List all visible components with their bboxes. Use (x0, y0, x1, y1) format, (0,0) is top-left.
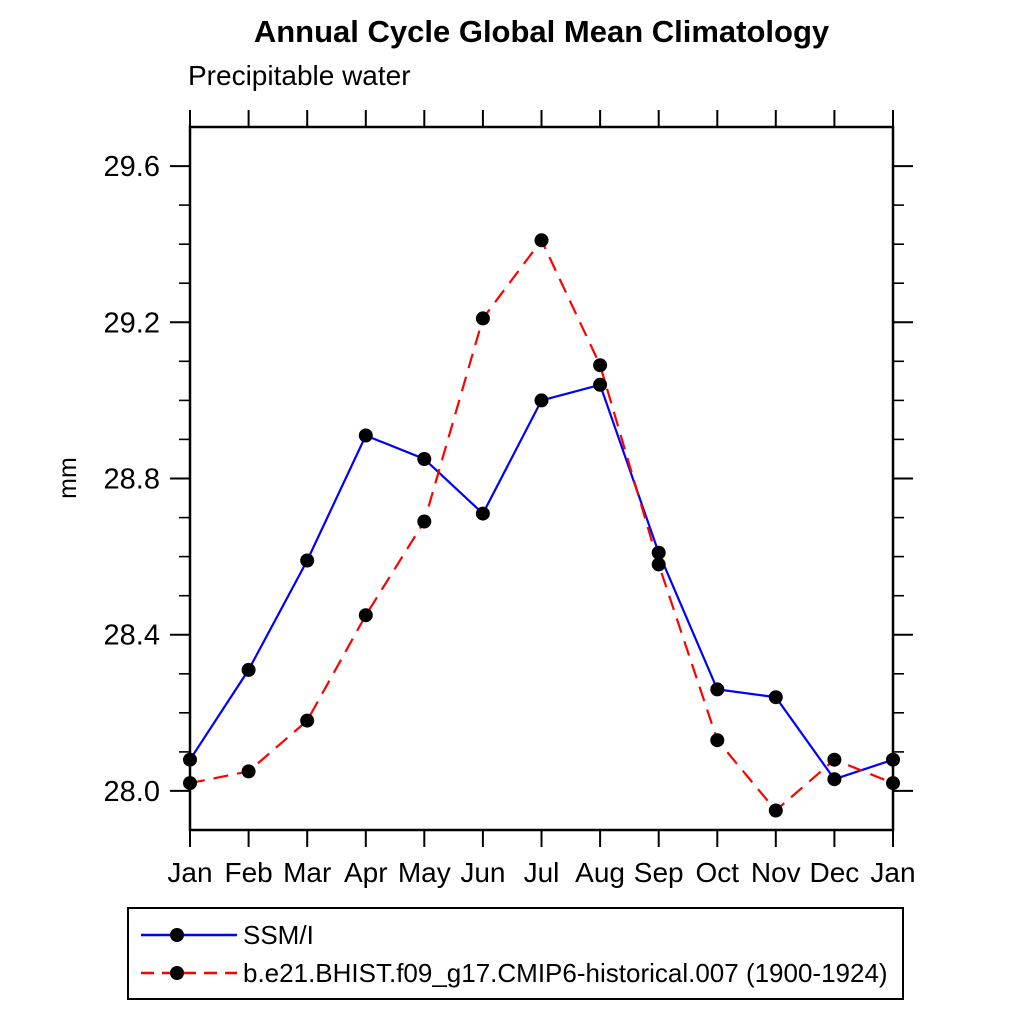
data-point-marker (241, 764, 256, 779)
data-point-marker (358, 608, 373, 623)
data-point-marker (417, 514, 432, 529)
x-tick-label: Jan (870, 857, 915, 888)
y-tick-label: 29.2 (104, 307, 160, 339)
legend-label-model: b.e21.BHIST.f09_g17.CMIP6-historical.007… (243, 957, 888, 988)
x-tick-label: Nov (751, 857, 801, 888)
data-point-marker (300, 553, 315, 568)
y-tick-label: 28.4 (104, 620, 160, 652)
data-point-marker (768, 803, 783, 818)
legend-marker-dot (170, 928, 184, 942)
x-tick-label: Apr (344, 857, 388, 888)
legend-label-ssmi: SSM/I (243, 919, 314, 950)
data-point-marker (300, 713, 315, 728)
data-point-marker (534, 233, 549, 248)
legend-item-model: b.e21.BHIST.f09_g17.CMIP6-historical.007… (129, 954, 902, 992)
legend-marker-dot (170, 966, 184, 980)
x-tick-label: Feb (224, 857, 272, 888)
legend-box: SSM/I b.e21.BHIST.f09_g17.CMIP6-historic… (127, 907, 904, 1000)
x-tick-label: Jan (167, 857, 212, 888)
data-point-marker (710, 733, 725, 748)
legend-line-sample-ssmi (141, 928, 237, 942)
x-tick-label: Jun (460, 857, 505, 888)
plot-frame (188, 125, 895, 832)
data-point-marker (886, 752, 900, 767)
x-tick-label: Dec (810, 857, 860, 888)
data-point-marker (886, 776, 900, 791)
data-point-marker (768, 690, 783, 705)
data-point-marker (417, 452, 432, 466)
data-point-marker (534, 393, 549, 408)
data-point-marker (475, 506, 490, 521)
data-point-marker (241, 662, 256, 677)
data-point-marker (475, 311, 490, 326)
x-tick-label: Jul (524, 857, 560, 888)
data-point-marker (183, 776, 197, 791)
x-tick-label: Aug (575, 857, 625, 888)
data-point-marker (183, 752, 197, 767)
y-tick-label: 29.6 (104, 151, 160, 183)
series-line-0 (189, 383, 894, 781)
x-tick-label: Sep (634, 857, 684, 888)
y-tick-label: 28.8 (104, 464, 160, 496)
legend-line-sample-model (141, 966, 237, 980)
data-point-marker (827, 752, 842, 767)
x-tick-label: Mar (283, 857, 331, 888)
x-tick-label: Oct (696, 857, 740, 888)
data-point-marker (651, 545, 666, 560)
data-point-marker (710, 682, 725, 697)
data-point-marker (827, 772, 842, 787)
chart-subtitle: Precipitable water (188, 60, 411, 91)
series-line-1 (189, 238, 894, 813)
y-tick-label: 28.0 (104, 776, 160, 808)
legend-item-ssmi: SSM/I (129, 916, 902, 954)
x-tick-label: May (398, 857, 451, 888)
chart-title: Annual Cycle Global Mean Climatology (253, 14, 830, 49)
data-point-marker (651, 557, 666, 572)
data-point-marker (593, 377, 608, 392)
data-point-marker (358, 428, 373, 443)
data-point-marker (593, 358, 608, 373)
